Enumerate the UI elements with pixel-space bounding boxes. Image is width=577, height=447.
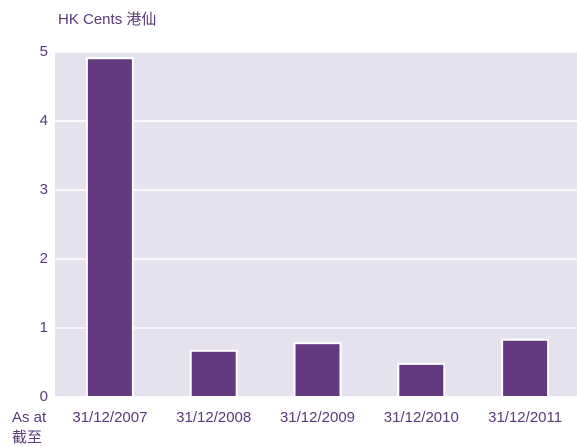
y-axis-label: HK Cents 港仙 [58, 11, 156, 28]
y-tick-label: 0 [40, 388, 48, 405]
bar [189, 349, 238, 398]
y-tick-label: 4 [40, 112, 48, 129]
bar [397, 362, 446, 399]
bar [85, 57, 134, 399]
plot-background [55, 52, 577, 397]
x-tick-label: 31/12/2008 [176, 409, 251, 426]
x-axis-label: As at [12, 409, 47, 426]
y-tick-label: 2 [40, 250, 48, 267]
y-tick-label: 5 [40, 43, 48, 60]
y-tick-label: 1 [40, 319, 48, 336]
x-tick-label: 31/12/2007 [72, 409, 147, 426]
bar [293, 342, 342, 398]
x-axis-label: 截至 [12, 429, 42, 446]
x-tick-label: 31/12/2011 [488, 409, 562, 426]
x-tick-label: 31/12/2010 [384, 409, 459, 426]
bar [501, 338, 550, 399]
x-tick-label: 31/12/2009 [280, 409, 355, 426]
y-tick-label: 3 [40, 181, 48, 198]
